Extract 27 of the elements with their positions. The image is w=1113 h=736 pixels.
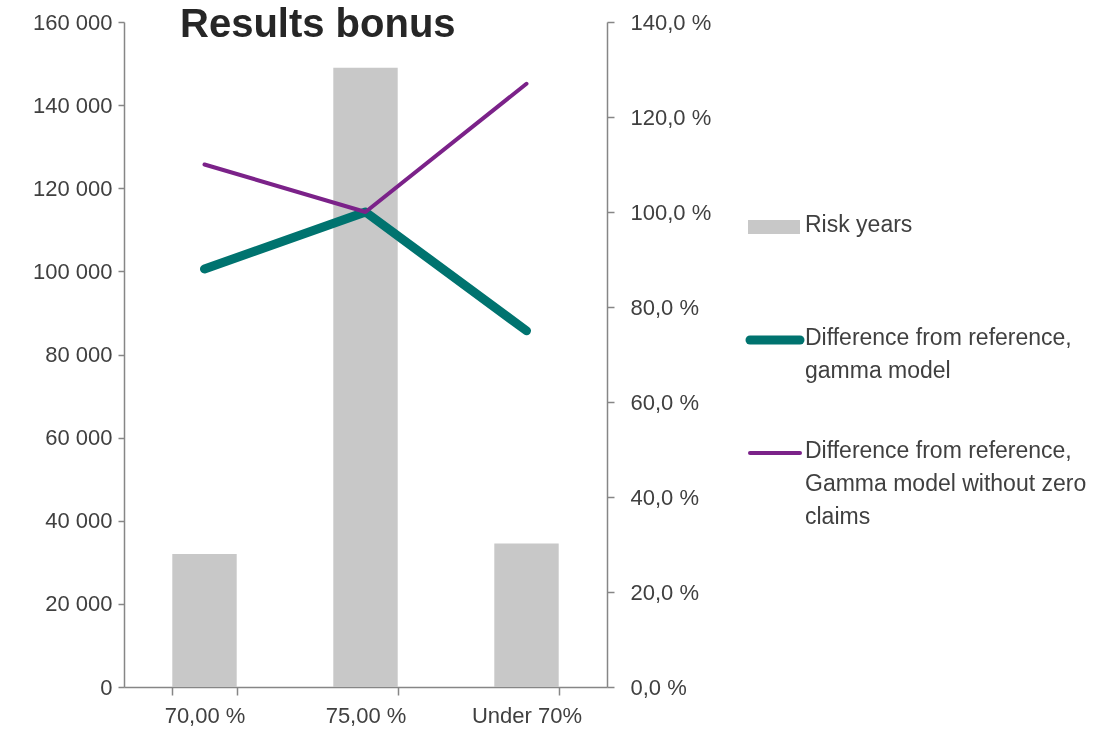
bar [333, 67, 398, 687]
y-tick-label: 80 000 [45, 342, 113, 367]
x-tick-label: 70,00 % [164, 702, 246, 728]
y2-tick-label: 80,0 % [630, 294, 699, 320]
y-tick-label: 40 000 [45, 508, 113, 534]
y2-tick-label: 100,0 % [630, 199, 712, 225]
y2-tick-label: 120,0 % [630, 104, 712, 130]
y-tick-label: 140 000 [32, 92, 113, 118]
y2-tick-label: 140,0 % [630, 9, 712, 35]
bar [494, 543, 559, 687]
x-tick-label: 75,00 % [325, 702, 407, 728]
bar [172, 554, 237, 687]
x-tick-label: Under 70% [471, 702, 583, 728]
y2-tick-label: 40,0 % [630, 484, 699, 510]
legend-label: Difference from reference, gamma model [805, 324, 1072, 383]
y2-tick-label: 20,0 % [630, 579, 699, 605]
legend-label: Risk years [805, 211, 913, 237]
y-tick-label: 20 000 [45, 591, 113, 617]
y-tick-label: 160 000 [32, 9, 113, 35]
y-tick-label: 120 000 [32, 175, 113, 201]
y2-tick-label: 0,0 % [630, 674, 687, 700]
y2-tick-label: 60,0 % [630, 389, 699, 415]
y-tick-label: 60 000 [45, 425, 113, 451]
chart-title: Results bonus [180, 1, 456, 45]
y-tick-label: 0 [100, 674, 113, 700]
y-tick-label: 100 000 [32, 258, 113, 284]
legend-label: Difference from reference, Gamma model without zero claims [805, 437, 1087, 529]
